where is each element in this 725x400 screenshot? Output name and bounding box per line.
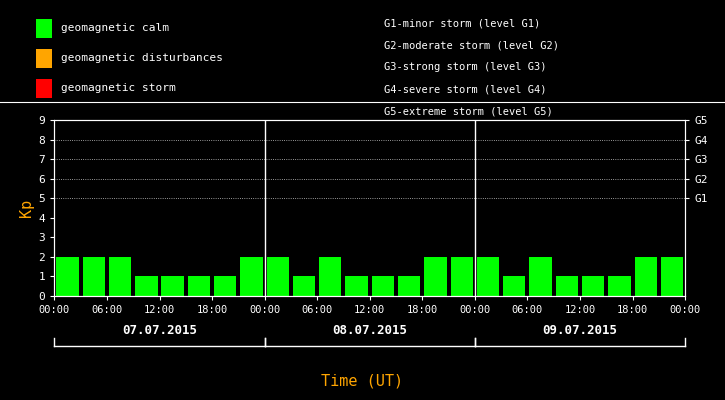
- Text: G1-minor storm (level G1): G1-minor storm (level G1): [384, 18, 541, 28]
- Bar: [372, 276, 394, 296]
- Bar: [608, 276, 631, 296]
- Bar: [503, 276, 526, 296]
- Bar: [582, 276, 605, 296]
- Text: 09.07.2015: 09.07.2015: [542, 324, 618, 336]
- Bar: [555, 276, 578, 296]
- Text: G5-extreme storm (level G5): G5-extreme storm (level G5): [384, 106, 553, 116]
- Bar: [319, 257, 341, 296]
- Bar: [529, 257, 552, 296]
- Bar: [634, 257, 657, 296]
- Text: G3-strong storm (level G3): G3-strong storm (level G3): [384, 62, 547, 72]
- Text: geomagnetic disturbances: geomagnetic disturbances: [61, 53, 223, 63]
- Text: geomagnetic calm: geomagnetic calm: [61, 23, 169, 33]
- Bar: [57, 257, 79, 296]
- Bar: [188, 276, 210, 296]
- Bar: [477, 257, 500, 296]
- Bar: [135, 276, 157, 296]
- Bar: [162, 276, 184, 296]
- Text: 08.07.2015: 08.07.2015: [332, 324, 407, 336]
- Bar: [293, 276, 315, 296]
- Y-axis label: Kp: Kp: [20, 199, 34, 217]
- Bar: [267, 257, 289, 296]
- Bar: [83, 257, 105, 296]
- Bar: [424, 257, 447, 296]
- Text: G2-moderate storm (level G2): G2-moderate storm (level G2): [384, 40, 559, 50]
- Bar: [345, 276, 368, 296]
- Text: Time (UT): Time (UT): [321, 373, 404, 388]
- Bar: [660, 257, 683, 296]
- Bar: [398, 276, 420, 296]
- Text: G4-severe storm (level G4): G4-severe storm (level G4): [384, 84, 547, 94]
- Text: 07.07.2015: 07.07.2015: [122, 324, 197, 336]
- Bar: [450, 257, 473, 296]
- Bar: [214, 276, 236, 296]
- Bar: [240, 257, 262, 296]
- Bar: [109, 257, 131, 296]
- Text: geomagnetic storm: geomagnetic storm: [61, 83, 175, 93]
